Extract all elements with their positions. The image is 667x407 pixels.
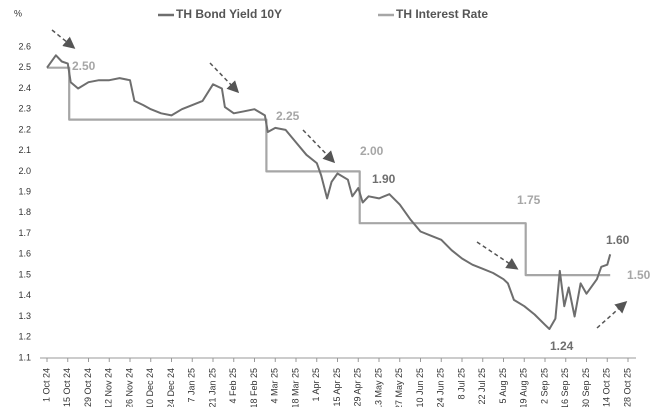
x-tick-label: 15 Apr 25 — [332, 368, 342, 407]
x-tick-label: 10 Jun 25 — [415, 368, 425, 407]
annotation: 1.50 — [627, 268, 651, 282]
x-tick-label: 29 Apr 25 — [353, 368, 363, 407]
y-tick-label: 1.9 — [18, 187, 31, 197]
x-tick-label: 1 Apr 25 — [311, 368, 321, 402]
x-tick-label: 24 Dec 24 — [166, 368, 176, 407]
y-tick-label: 2.0 — [18, 166, 31, 176]
annotation: 2.00 — [360, 144, 384, 158]
y-tick-label: 2.1 — [18, 145, 31, 155]
x-tick-label: 13 May 25 — [373, 368, 383, 407]
x-tick-label: 30 Sep 25 — [581, 368, 591, 407]
x-tick-label: 15 Oct 24 — [62, 368, 72, 407]
y-tick-label: 1.6 — [18, 249, 31, 259]
x-tick-label: 22 Jul 25 — [477, 368, 487, 405]
x-tick-label: 2 Sep 25 — [539, 368, 549, 404]
annotation: 2.25 — [276, 109, 300, 123]
x-tick-label: 12 Nov 24 — [104, 368, 114, 407]
x-tick-label: 18 Feb 25 — [249, 368, 259, 407]
trend-arrows — [51, 29, 628, 329]
legend-label: TH Bond Yield 10Y — [176, 7, 282, 21]
y-tick-label: 1.8 — [18, 207, 31, 217]
x-tick-label: 10 Dec 24 — [145, 368, 155, 407]
series-line — [46, 54, 612, 330]
x-tick-label: 28 Oct 25 — [622, 368, 632, 407]
x-tick-label: 26 Nov 24 — [124, 368, 134, 407]
series-line — [47, 66, 611, 277]
x-tick-label: 4 Feb 25 — [228, 368, 238, 404]
x-tick-label: 21 Jan 25 — [207, 368, 217, 407]
annotation: 1.90 — [372, 172, 396, 186]
y-tick-label: 1.7 — [18, 228, 31, 238]
x-tick-label: 8 Jul 25 — [456, 368, 466, 400]
x-tick-label: 14 Oct 25 — [602, 368, 612, 407]
annotation: 1.24 — [550, 339, 574, 353]
x-tick-label: 4 Mar 25 — [270, 368, 280, 404]
y-tick-label: 2.4 — [18, 83, 31, 93]
x-tick-label: 18 Mar 25 — [290, 368, 300, 407]
y-tick-label: 1.5 — [18, 269, 31, 279]
annotation: 2.50 — [72, 59, 96, 73]
x-tick-label: 7 Jan 25 — [187, 368, 197, 403]
x-tick-label: 29 Oct 24 — [83, 368, 93, 407]
y-tick-label: 2.2 — [18, 124, 31, 134]
x-tick-label: 1 Oct 24 — [41, 368, 51, 402]
annotation: 1.60 — [606, 233, 630, 247]
y-axis-label: % — [14, 8, 22, 18]
annotation: 1.75 — [517, 193, 541, 207]
x-tick-label: 5 Aug 25 — [498, 368, 508, 404]
x-tick-label: 24 Jun 25 — [436, 368, 446, 407]
y-tick-label: 2.6 — [18, 41, 31, 51]
x-tick-label: 19 Aug 25 — [519, 368, 529, 407]
y-tick-label: 1.4 — [18, 290, 31, 300]
x-tick-label: 16 Sep 25 — [560, 368, 570, 407]
y-tick-label: 1.2 — [18, 332, 31, 342]
x-tick-label: 27 May 25 — [394, 368, 404, 407]
y-tick-label: 1.3 — [18, 311, 31, 321]
y-tick-label: 1.1 — [18, 352, 31, 362]
y-tick-label: 2.3 — [18, 104, 31, 114]
legend-label: TH Interest Rate — [396, 7, 488, 21]
y-tick-label: 2.5 — [18, 62, 31, 72]
